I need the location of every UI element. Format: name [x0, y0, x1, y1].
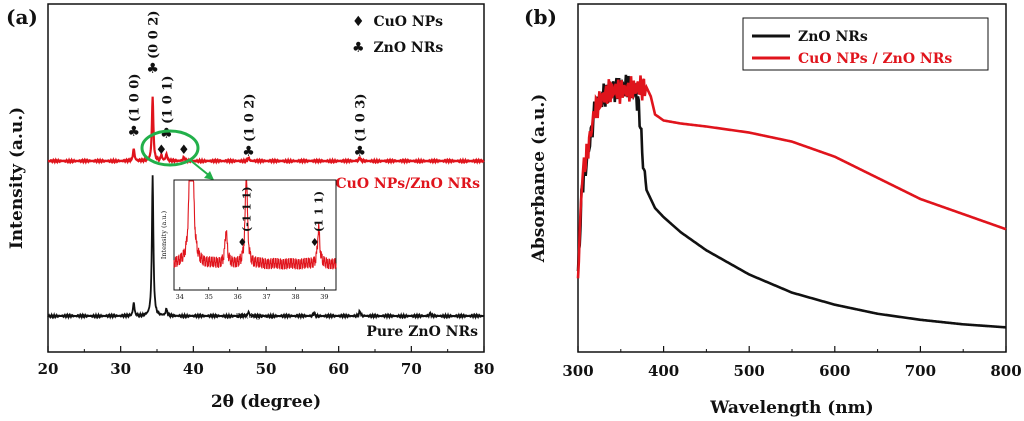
a-annot-symbol: ♣ — [353, 144, 366, 160]
legend-b-box — [742, 17, 989, 71]
b-xtick-label: 400 — [648, 362, 679, 380]
inset-xtick-label: 39 — [320, 293, 328, 301]
a-annot-hkl: (1 0 0) — [128, 74, 143, 123]
a-xtick-label: 40 — [183, 360, 204, 378]
inset-xtick-label: 38 — [291, 293, 299, 301]
legend-b-label-cuo: CuO NPs / ZnO NRs — [798, 51, 952, 67]
a-xtick-label: 20 — [38, 360, 59, 378]
plot-a-legend: ♦ CuO NPs ♣ ZnO NRs — [352, 14, 443, 56]
series-line-cuo-zno — [576, 75, 1007, 279]
b-xtick-label: 500 — [734, 362, 765, 380]
a-xtick-label: 60 — [328, 360, 349, 378]
inset-annot-hkl: (1 1 1) — [313, 191, 326, 232]
inset-xtick-label: 35 — [205, 293, 213, 301]
plot-b-legend: ZnO NRs CuO NPs / ZnO NRs — [742, 17, 989, 71]
a-annot-cuo-marker: ♦ — [178, 143, 190, 158]
plot-b-ylabel: Absorbance (a.u.) — [529, 94, 549, 264]
inset-frame — [173, 179, 337, 291]
inset-xtick-label: 36 — [234, 293, 242, 301]
legend-a-entry-cuo: ♦ CuO NPs — [352, 14, 443, 30]
series-line-pure-zno — [47, 175, 485, 321]
a-annot-symbol: ♣ — [160, 126, 173, 142]
plot-a-xlabel: 2θ (degree) — [211, 392, 321, 412]
inset-annot-marker: ♦ — [310, 236, 320, 249]
legend-a-label-cuo: CuO NPs — [373, 14, 443, 30]
curve-label-red: CuO NPs/ZnO NRs — [336, 176, 481, 192]
a-annot-hkl: (1 0 1) — [160, 76, 175, 125]
b-xtick-label: 300 — [562, 362, 593, 380]
curve-label-black: Pure ZnO NRs — [366, 324, 478, 340]
plot-b-xlabel: Wavelength (nm) — [709, 398, 873, 418]
inset-annot-hkl: (-1 1 1) — [240, 186, 253, 232]
legend-a-label-zno: ZnO NRs — [373, 40, 443, 56]
legend-a-symbol-zno: ♣ — [352, 40, 365, 56]
a-xtick-label: 30 — [110, 360, 131, 378]
zoom-highlight-ellipse — [140, 129, 200, 167]
legend-a-symbol-cuo: ♦ — [352, 14, 365, 30]
series-line-cuo-zno — [47, 96, 485, 165]
a-annot-symbol: ♣ — [127, 124, 140, 140]
inset-xtick-label: 37 — [262, 293, 270, 301]
inset-ylabel: Intensity (a.u.) — [160, 210, 168, 259]
inset-xtick-label: 34 — [176, 293, 184, 301]
plot-a-ylabel: Intensity (a.u.) — [7, 107, 27, 249]
a-xtick-label: 50 — [256, 360, 277, 378]
b-xtick-label: 800 — [990, 362, 1021, 380]
series-line-zno — [576, 74, 1007, 329]
legend-b-label-zno: ZnO NRs — [798, 29, 868, 45]
zoom-arrow-head — [204, 171, 214, 180]
b-xtick-label: 700 — [905, 362, 936, 380]
a-annot-symbol: ♣ — [146, 61, 159, 77]
a-annot-symbol: ♣ — [242, 144, 255, 160]
a-annot-hkl: (1 0 3) — [354, 94, 369, 143]
b-xtick-label: 600 — [819, 362, 850, 380]
a-annot-hkl: (1 0 2) — [243, 94, 258, 143]
a-annot-hkl: (0 0 2) — [147, 11, 162, 60]
a-xtick-label: 70 — [401, 360, 422, 378]
a-xtick-label: 80 — [474, 360, 495, 378]
a-annot-cuo-marker: ♦ — [156, 143, 168, 158]
panel-b-label: (b) — [524, 5, 557, 29]
inset-annot-marker: ♦ — [237, 236, 247, 249]
legend-a-entry-zno: ♣ ZnO NRs — [352, 40, 443, 56]
panel-a-label: (a) — [6, 5, 38, 29]
inset-xlabel: 2θ (degree) — [236, 312, 275, 320]
inset-series-line — [173, 180, 337, 270]
